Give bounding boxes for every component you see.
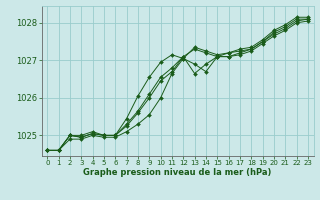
X-axis label: Graphe pression niveau de la mer (hPa): Graphe pression niveau de la mer (hPa) — [84, 168, 272, 177]
